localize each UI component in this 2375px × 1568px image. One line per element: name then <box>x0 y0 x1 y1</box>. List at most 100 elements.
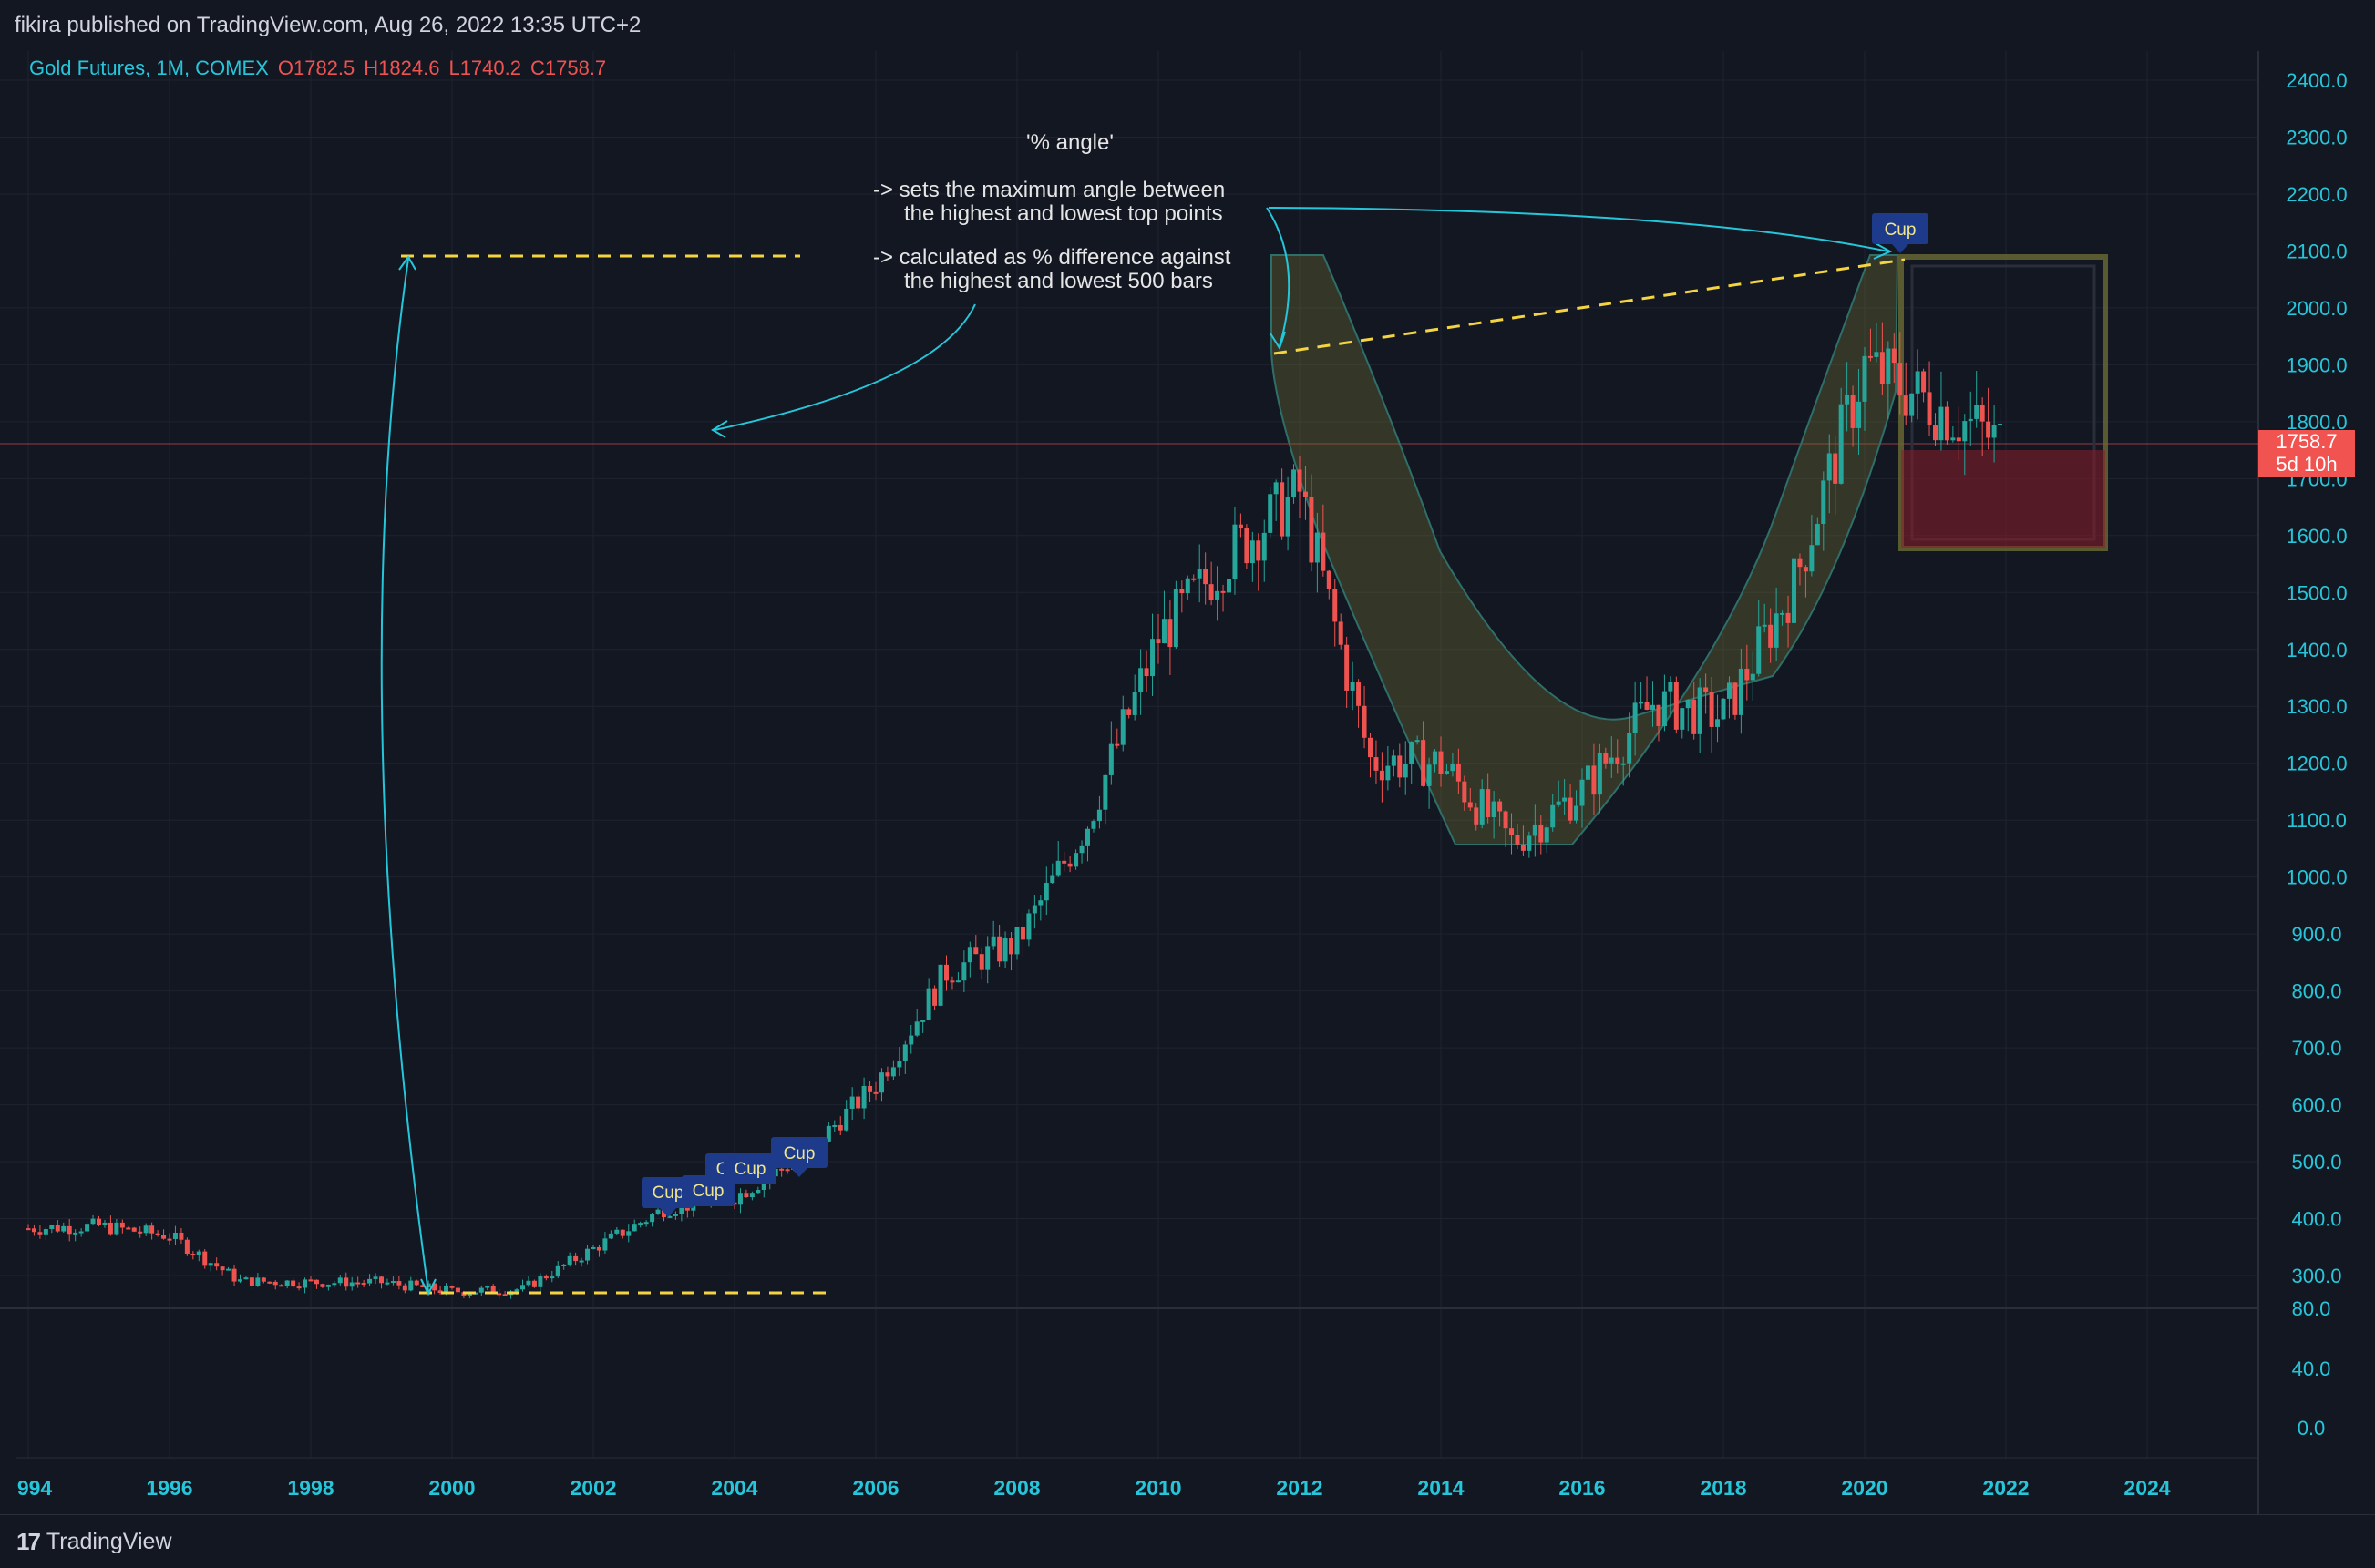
candle-body <box>102 1222 108 1225</box>
symbol-legend[interactable]: Gold Futures, 1M, COMEX O1782.5 H1824.6 … <box>29 56 606 80</box>
candle-body <box>1244 528 1249 564</box>
candle-body <box>1444 771 1449 774</box>
candle-body <box>1450 764 1455 772</box>
candle-body <box>1644 702 1650 710</box>
price-axis-label: 700.0 <box>2291 1037 2341 1060</box>
candle-body <box>449 1286 455 1288</box>
candle-body <box>272 1281 278 1286</box>
candle-body <box>1273 482 1279 495</box>
candle-body <box>1085 828 1090 846</box>
brand-name: TradingView <box>46 1528 172 1554</box>
price-chart[interactable]: '% angle' -> sets the maximum angle betw… <box>0 51 2375 1514</box>
candle-body <box>1661 691 1667 727</box>
price-axis-label: 400.0 <box>2291 1208 2341 1231</box>
candle-body <box>985 946 991 970</box>
candle-body <box>1302 491 1308 497</box>
time-axis-label: 2008 <box>993 1476 1040 1500</box>
annotation-line-2: the highest and lowest top points <box>904 201 1223 226</box>
candle-body <box>1780 612 1785 615</box>
candle-body <box>497 1293 502 1296</box>
candle-body <box>1785 612 1791 623</box>
candle-body <box>1815 524 1820 546</box>
candle-body <box>1268 494 1273 533</box>
candle-body <box>190 1254 196 1256</box>
cup-label-4[interactable]: Cup <box>724 1153 776 1184</box>
current-price-tag: 1758.7 5d 10h <box>2258 430 2355 477</box>
arrow-head-left <box>1270 331 1286 351</box>
tradingview-brand[interactable]: 17 TradingView <box>16 1528 172 1556</box>
candle-body <box>737 1193 743 1205</box>
candle-body <box>1867 355 1873 358</box>
candle-body <box>467 1293 472 1296</box>
candle-body <box>385 1282 390 1285</box>
candle-body <box>231 1268 237 1282</box>
candle-body <box>26 1228 31 1231</box>
candle-body <box>1591 765 1597 795</box>
candle-body <box>973 947 979 955</box>
candle-body <box>761 1181 766 1191</box>
candle-body <box>155 1233 160 1235</box>
candle-body <box>1944 406 1949 441</box>
candle-body <box>1403 764 1408 778</box>
candle-body <box>1309 497 1314 563</box>
candle-body <box>838 1124 843 1131</box>
candle-body <box>1455 764 1461 782</box>
time-axis[interactable]: 994 1996 1998 2000 2002 2004 2006 2008 2010 2012 2… <box>17 1476 2171 1500</box>
candle-body <box>1891 348 1897 364</box>
candle-body <box>849 1096 855 1109</box>
price-axis-label: 2400.0 <box>2286 69 2347 92</box>
candle-body <box>437 1290 443 1294</box>
candle-body <box>1356 682 1362 706</box>
candle-body <box>184 1239 190 1255</box>
ohlc-high: H1824.6 <box>364 56 440 79</box>
candle-body <box>1509 828 1514 835</box>
candle-body <box>320 1284 325 1287</box>
candle-body <box>1038 900 1044 906</box>
cup-label-text: Cup <box>693 1182 725 1201</box>
indicator-axis[interactable]: 80.0 40.0 0.0 <box>2292 1297 2331 1440</box>
price-axis-label: 900.0 <box>2291 923 2341 946</box>
candle-body <box>856 1096 861 1109</box>
candle-body <box>1044 883 1049 901</box>
candle-body <box>243 1277 249 1280</box>
annotation-title: '% angle' <box>1026 130 1114 155</box>
candle-body <box>1568 797 1573 821</box>
candle-body <box>414 1280 419 1286</box>
candle-body <box>1161 619 1167 644</box>
candle-body <box>1179 589 1185 594</box>
candle-body <box>49 1225 55 1230</box>
annotation-line-1: -> sets the maximum angle between <box>873 178 1225 202</box>
price-axis-label: 800.0 <box>2291 980 2341 1003</box>
candle-body <box>78 1231 84 1234</box>
candle-body <box>1709 692 1714 727</box>
candle-body <box>1732 682 1738 715</box>
candle-body <box>1385 765 1391 781</box>
candle-body <box>1215 590 1220 600</box>
cup-label-6[interactable]: Cup <box>1872 213 1928 253</box>
chart-grid <box>0 51 2258 1458</box>
time-axis-label: 2010 <box>1135 1476 1181 1500</box>
candle-body <box>131 1227 137 1232</box>
annotation-line-4: the highest and lowest 500 bars <box>904 269 1213 293</box>
candle-body <box>485 1286 490 1288</box>
candle-body <box>1921 371 1927 393</box>
candle-body <box>344 1277 349 1287</box>
candle-body <box>961 962 967 981</box>
candle-body <box>1314 532 1320 563</box>
cup-label-1[interactable]: Cup <box>642 1177 694 1217</box>
cup-label-5[interactable]: Cup <box>771 1137 828 1177</box>
candle-body <box>1938 406 1944 441</box>
candle-body <box>1350 682 1355 691</box>
candle-body <box>1079 845 1085 854</box>
candle-body <box>1874 352 1879 357</box>
candle-body <box>1632 702 1638 733</box>
top-points-dashed-line[interactable] <box>1273 258 1906 355</box>
price-axis[interactable]: 2400.0 2300.0 2200.0 2100.0 2000.0 1900.0 1800… <box>2286 69 2347 1287</box>
time-axis-label: 2016 <box>1558 1476 1605 1500</box>
candle-body <box>1603 753 1609 764</box>
candle-body <box>567 1255 572 1265</box>
price-axis-label: 1500.0 <box>2286 581 2347 604</box>
candle-body <box>673 1214 678 1216</box>
bar-countdown: 5d 10h <box>2276 453 2338 476</box>
candle-body <box>1879 352 1885 385</box>
